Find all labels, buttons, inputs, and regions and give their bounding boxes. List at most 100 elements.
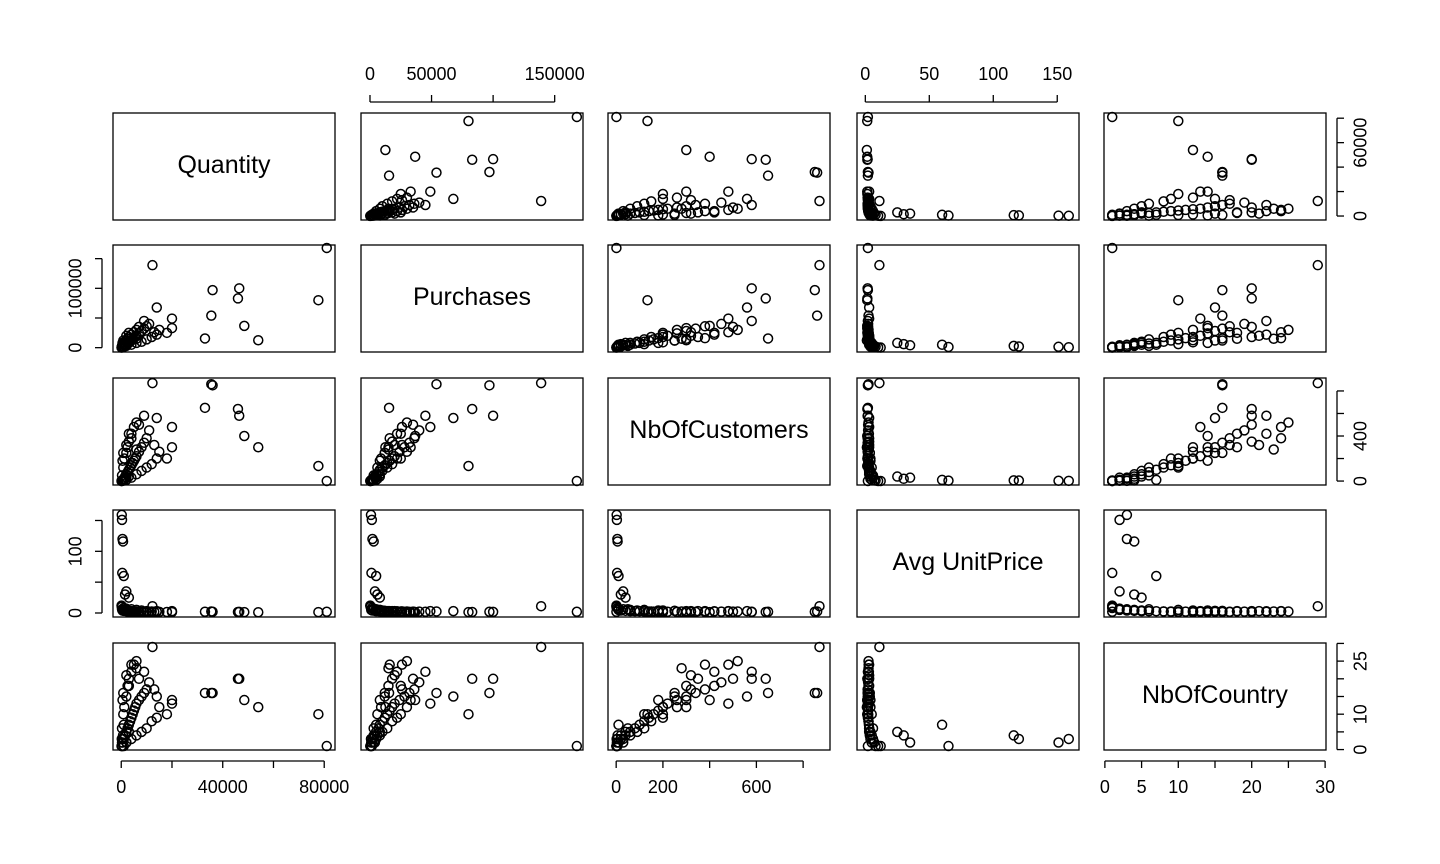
point bbox=[154, 701, 165, 713]
point bbox=[1202, 322, 1213, 334]
panel-frame bbox=[112, 377, 336, 486]
point bbox=[727, 673, 739, 685]
point bbox=[370, 570, 382, 582]
point bbox=[613, 570, 624, 582]
point bbox=[239, 430, 250, 442]
point bbox=[612, 536, 623, 547]
x-tick-label: 50 bbox=[919, 64, 939, 84]
panel-frame bbox=[360, 244, 584, 353]
point bbox=[133, 321, 145, 333]
point bbox=[760, 293, 771, 304]
point bbox=[131, 417, 142, 428]
point bbox=[685, 208, 697, 219]
point bbox=[166, 322, 178, 334]
point bbox=[863, 723, 875, 734]
point bbox=[1173, 205, 1184, 216]
point bbox=[863, 205, 875, 217]
point bbox=[206, 687, 217, 699]
point bbox=[253, 607, 264, 618]
point bbox=[1246, 606, 1257, 617]
point bbox=[685, 684, 697, 695]
x-tick-label: 80000 bbox=[299, 777, 349, 797]
point bbox=[631, 200, 643, 212]
point bbox=[727, 606, 739, 617]
point bbox=[692, 207, 704, 218]
point bbox=[613, 719, 624, 731]
point bbox=[875, 342, 886, 353]
point bbox=[1008, 730, 1019, 741]
point bbox=[535, 195, 547, 207]
point bbox=[617, 339, 629, 350]
point bbox=[1195, 421, 1206, 433]
point bbox=[199, 687, 211, 699]
point bbox=[631, 605, 643, 616]
point bbox=[811, 310, 823, 321]
point bbox=[809, 284, 821, 296]
point bbox=[374, 455, 386, 467]
panel-frame bbox=[856, 509, 1080, 618]
point bbox=[1165, 460, 1177, 471]
point bbox=[1106, 210, 1118, 222]
point bbox=[1202, 442, 1213, 453]
point bbox=[892, 337, 903, 349]
x-tick-label: 50000 bbox=[407, 64, 457, 84]
y-tick-label: 60000 bbox=[1351, 118, 1371, 168]
point bbox=[699, 205, 711, 217]
point bbox=[943, 341, 954, 353]
point bbox=[381, 198, 393, 210]
point bbox=[487, 410, 499, 421]
point bbox=[118, 708, 129, 720]
point bbox=[166, 442, 178, 453]
point bbox=[1158, 606, 1169, 617]
point bbox=[253, 701, 264, 713]
point bbox=[1013, 210, 1025, 221]
point bbox=[1165, 453, 1177, 464]
point bbox=[1209, 193, 1221, 205]
point bbox=[1224, 439, 1235, 451]
point bbox=[396, 684, 408, 695]
point bbox=[1202, 202, 1213, 213]
point bbox=[865, 694, 876, 706]
point bbox=[571, 111, 583, 123]
point bbox=[232, 403, 244, 415]
point bbox=[207, 284, 218, 296]
point bbox=[943, 740, 954, 752]
point bbox=[1151, 606, 1162, 617]
point bbox=[1121, 209, 1133, 221]
point bbox=[1239, 606, 1250, 617]
point bbox=[862, 425, 874, 436]
point bbox=[611, 210, 622, 222]
point bbox=[617, 586, 629, 597]
panel-frame bbox=[607, 377, 831, 486]
point bbox=[1253, 605, 1265, 617]
point bbox=[409, 684, 420, 695]
point bbox=[1217, 167, 1228, 178]
point bbox=[638, 338, 650, 350]
point bbox=[709, 666, 720, 677]
point bbox=[1224, 606, 1235, 618]
point bbox=[1165, 606, 1177, 618]
point bbox=[321, 740, 333, 752]
point bbox=[1143, 462, 1155, 473]
point bbox=[1158, 206, 1169, 217]
point bbox=[1195, 186, 1206, 197]
point bbox=[166, 694, 178, 706]
point bbox=[874, 195, 885, 207]
point bbox=[1246, 331, 1257, 343]
point bbox=[401, 417, 413, 428]
point bbox=[383, 444, 394, 455]
point bbox=[943, 475, 954, 486]
point bbox=[865, 455, 876, 467]
point bbox=[1136, 336, 1147, 347]
point bbox=[669, 691, 680, 702]
point bbox=[1275, 605, 1287, 617]
point bbox=[863, 332, 875, 344]
point bbox=[716, 606, 727, 617]
point bbox=[811, 606, 823, 617]
point bbox=[1053, 210, 1064, 221]
panel-frame bbox=[1103, 509, 1327, 618]
point bbox=[448, 193, 459, 205]
point bbox=[1224, 433, 1235, 444]
point bbox=[463, 460, 474, 472]
point bbox=[669, 687, 680, 699]
